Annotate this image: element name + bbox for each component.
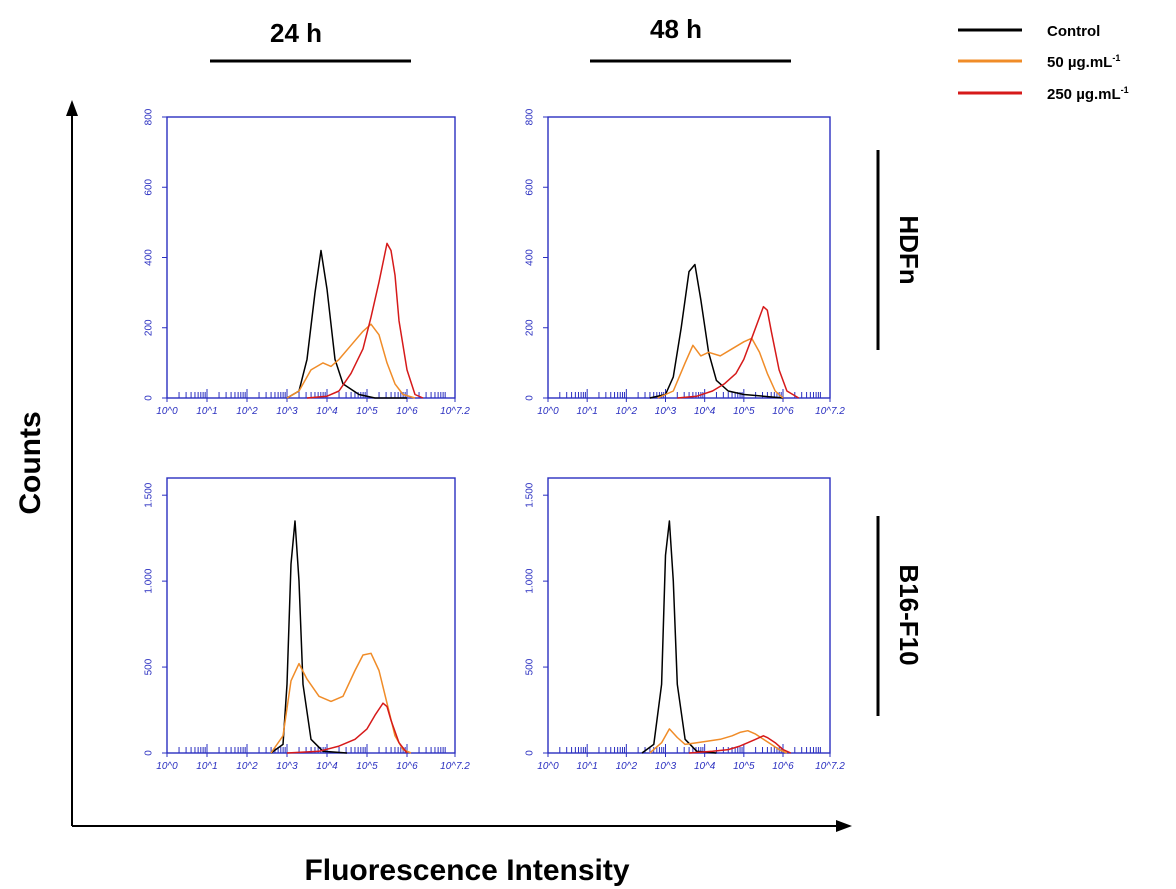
series-250 — [677, 305, 800, 399]
series-50 — [270, 652, 412, 754]
x-tick-label: 10^6 — [772, 406, 794, 417]
panel-hdfn-48h: 0 200 400 600 800 10^0 10^1 10^2 10^3 10^4 10^5 10^… — [525, 108, 846, 417]
legend-label-250: 250 µg.mL-1 — [1047, 85, 1129, 103]
series-control — [270, 520, 348, 754]
series-50 — [286, 323, 416, 399]
x-tick-label: 10^5 — [733, 761, 755, 772]
series-control — [649, 263, 784, 399]
y-tick-label: 400 — [525, 249, 536, 266]
global-axes — [66, 100, 852, 832]
x-tick-label: 10^7.2 — [815, 406, 845, 417]
x-tick-label: 10^3 — [276, 761, 298, 772]
y-tick-label: 500 — [525, 658, 536, 675]
row-header-hdfn: HDFn — [894, 215, 924, 284]
legend-label-50-sup: -1 — [1112, 53, 1120, 63]
legend-label-50-text: 50 µg.mL — [1047, 54, 1112, 71]
x-tick-label: 10^1 — [196, 761, 217, 772]
x-tick-label: 10^7.2 — [440, 761, 470, 772]
row-header-b16f10: B16-F10 — [894, 564, 924, 665]
plot-frame — [547, 477, 831, 754]
y-axis-arrowhead — [66, 100, 78, 116]
series-50 — [649, 728, 788, 754]
x-tick-label: 10^1 — [576, 761, 597, 772]
series-250 — [286, 702, 408, 754]
series-control — [641, 520, 717, 754]
y-tick-label: 1.500 — [144, 482, 155, 507]
y-tick-label: 800 — [525, 108, 536, 125]
x-tick-label: 10^4 — [694, 761, 716, 772]
legend: Control 50 µg.mL-1 250 µg.mL-1 — [958, 23, 1129, 103]
series-250 — [688, 735, 792, 754]
x-tick-label: 10^6 — [396, 761, 418, 772]
y-tick-label: 600 — [144, 178, 155, 195]
x-tick-label: 10^4 — [694, 406, 716, 417]
y-tick-label: 800 — [144, 108, 155, 125]
x-tick-label: 10^0 — [537, 761, 559, 772]
x-tick-label: 10^5 — [356, 761, 378, 772]
y-tick-label: 600 — [525, 178, 536, 195]
legend-label-50: 50 µg.mL-1 — [1047, 53, 1120, 71]
y-tick-label: 500 — [144, 658, 155, 675]
x-tick-label: 10^6 — [396, 406, 418, 417]
x-tick-label: 10^7.2 — [440, 406, 470, 417]
legend-label-250-sup: -1 — [1121, 85, 1129, 95]
series-control — [286, 249, 407, 399]
y-tick-label: 1.000 — [525, 568, 536, 593]
series-250 — [306, 242, 424, 399]
x-tick-label: 10^5 — [733, 406, 755, 417]
y-tick-label: 1.000 — [144, 568, 155, 593]
plot-frame — [166, 116, 456, 399]
legend-label-control: Control — [1047, 23, 1100, 40]
x-tick-label: 10^3 — [655, 406, 677, 417]
plot-frame — [166, 477, 456, 754]
x-axis-title: Fluorescence Intensity — [304, 854, 629, 887]
y-tick-label: 0 — [525, 395, 536, 401]
x-tick-label: 10^2 — [616, 406, 638, 417]
y-axis-title: Counts — [14, 411, 47, 514]
x-tick-label: 10^3 — [276, 406, 298, 417]
x-tick-label: 10^6 — [772, 761, 794, 772]
x-tick-label: 10^4 — [316, 761, 338, 772]
y-tick-label: 400 — [144, 249, 155, 266]
x-tick-label: 10^1 — [576, 406, 597, 417]
panel-b16f10-48h: 0 500 1.000 1.500 10^0 10^1 10^2 10^3 10^4 10^5 10… — [525, 477, 845, 772]
x-tick-label: 10^0 — [156, 406, 178, 417]
x-tick-label: 10^2 — [236, 406, 258, 417]
y-tick-label: 200 — [525, 319, 536, 336]
series-50 — [657, 337, 784, 399]
y-tick-label: 0 — [144, 395, 155, 401]
y-tick-label: 0 — [525, 750, 536, 756]
x-tick-label: 10^2 — [236, 761, 258, 772]
panel-hdfn-24h: 0 200 400 600 800 10^0 10^1 10^2 10^3 10^4 10^5 10^… — [144, 108, 471, 417]
x-tick-label: 10^7.2 — [815, 761, 845, 772]
x-axis-arrowhead — [836, 820, 852, 832]
x-tick-label: 10^2 — [616, 761, 638, 772]
legend-label-250-text: 250 µg.mL — [1047, 86, 1121, 103]
x-tick-label: 10^0 — [537, 406, 559, 417]
x-tick-label: 10^1 — [196, 406, 217, 417]
y-tick-label: 1.500 — [525, 482, 536, 507]
y-tick-label: 0 — [144, 750, 155, 756]
y-tick-label: 200 — [144, 319, 155, 336]
panel-b16f10-24h: 0 500 1.000 1.500 10^0 10^1 10^2 10^3 10^4 10^5 10… — [144, 477, 470, 772]
x-tick-label: 10^0 — [156, 761, 178, 772]
col-header-24h: 24 h — [270, 18, 322, 48]
x-tick-label: 10^5 — [356, 406, 378, 417]
x-tick-label: 10^3 — [655, 761, 677, 772]
x-tick-label: 10^4 — [316, 406, 338, 417]
col-header-48h: 48 h — [650, 14, 702, 44]
